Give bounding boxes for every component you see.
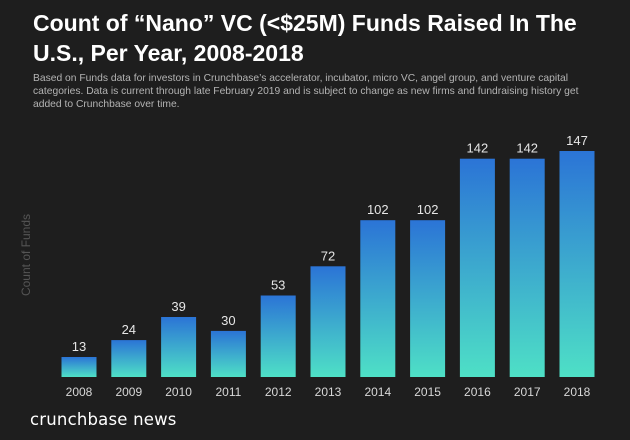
data-label-2010: 39 <box>171 299 185 314</box>
bars-group: 13 2008 24 2009 39 2010 30 2011 53 2012 72 2013 102 2… <box>61 133 595 399</box>
bar-2011 <box>210 330 246 377</box>
chart-subtitle: Based on Funds data for investors in Cru… <box>33 73 579 110</box>
x-tick-label-2015: 2015 <box>414 385 441 399</box>
x-tick-label-2008: 2008 <box>66 385 93 399</box>
bar-2016 <box>459 158 495 377</box>
data-label-2012: 53 <box>271 278 285 293</box>
x-tick-label-2016: 2016 <box>464 385 491 399</box>
data-label-2009: 24 <box>122 322 136 337</box>
data-label-2017: 142 <box>516 141 538 156</box>
bar-2012 <box>260 295 296 377</box>
data-label-2011: 30 <box>221 313 235 328</box>
data-label-2013: 72 <box>321 248 335 263</box>
bar-2015 <box>410 220 446 377</box>
bar-2009 <box>111 340 147 377</box>
x-tick-label-2013: 2013 <box>315 385 342 399</box>
data-label-2008: 13 <box>72 339 86 354</box>
bar-2010 <box>161 317 197 377</box>
chart-title: Count of “Nano” VC (<$25M) Funds Raised … <box>33 10 577 66</box>
x-tick-label-2010: 2010 <box>165 385 192 399</box>
bar-2017 <box>509 158 545 377</box>
bar-2013 <box>310 266 346 377</box>
data-label-2014: 102 <box>367 202 389 217</box>
y-axis-label: Count of Funds <box>19 214 33 296</box>
x-tick-label-2012: 2012 <box>265 385 292 399</box>
bar-2008 <box>61 357 97 377</box>
bar-2014 <box>360 220 396 377</box>
x-tick-label-2009: 2009 <box>115 385 142 399</box>
x-tick-label-2018: 2018 <box>564 385 591 399</box>
x-tick-label-2011: 2011 <box>215 385 241 399</box>
x-tick-label-2014: 2014 <box>364 385 391 399</box>
data-label-2018: 147 <box>566 133 588 148</box>
data-label-2016: 142 <box>467 141 489 156</box>
brand-logo-text: crunchbase news <box>30 410 177 429</box>
x-tick-label-2017: 2017 <box>514 385 541 399</box>
bar-2018 <box>559 151 595 377</box>
data-label-2015: 102 <box>417 202 439 217</box>
